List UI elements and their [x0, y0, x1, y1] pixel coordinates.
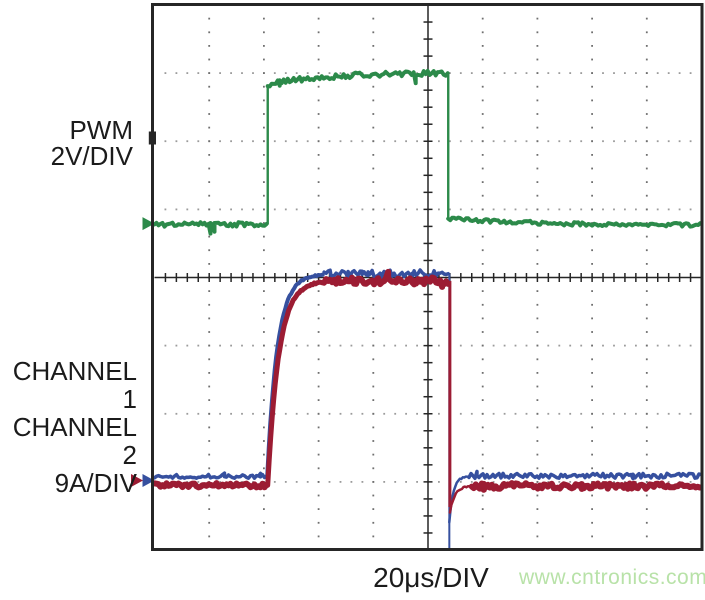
timebase-label: 20μs/DIV — [373, 562, 489, 593]
pwm-scale-label: 2V/DIV — [50, 141, 133, 171]
channel1-name-label: CHANNEL 1 — [12, 356, 137, 414]
pwm-channel-label: PWM 2V/DIV — [0, 117, 133, 169]
watermark-text: www.cntronics.com — [519, 566, 705, 589]
channel2-name-label: CHANNEL 2 — [12, 412, 137, 470]
current-channels-label: CHANNEL 1 CHANNEL 2 9A/DIV — [0, 357, 137, 497]
pwm-name-label: PWM — [69, 115, 133, 145]
channels-scale-label: 9A/DIV — [54, 468, 137, 498]
